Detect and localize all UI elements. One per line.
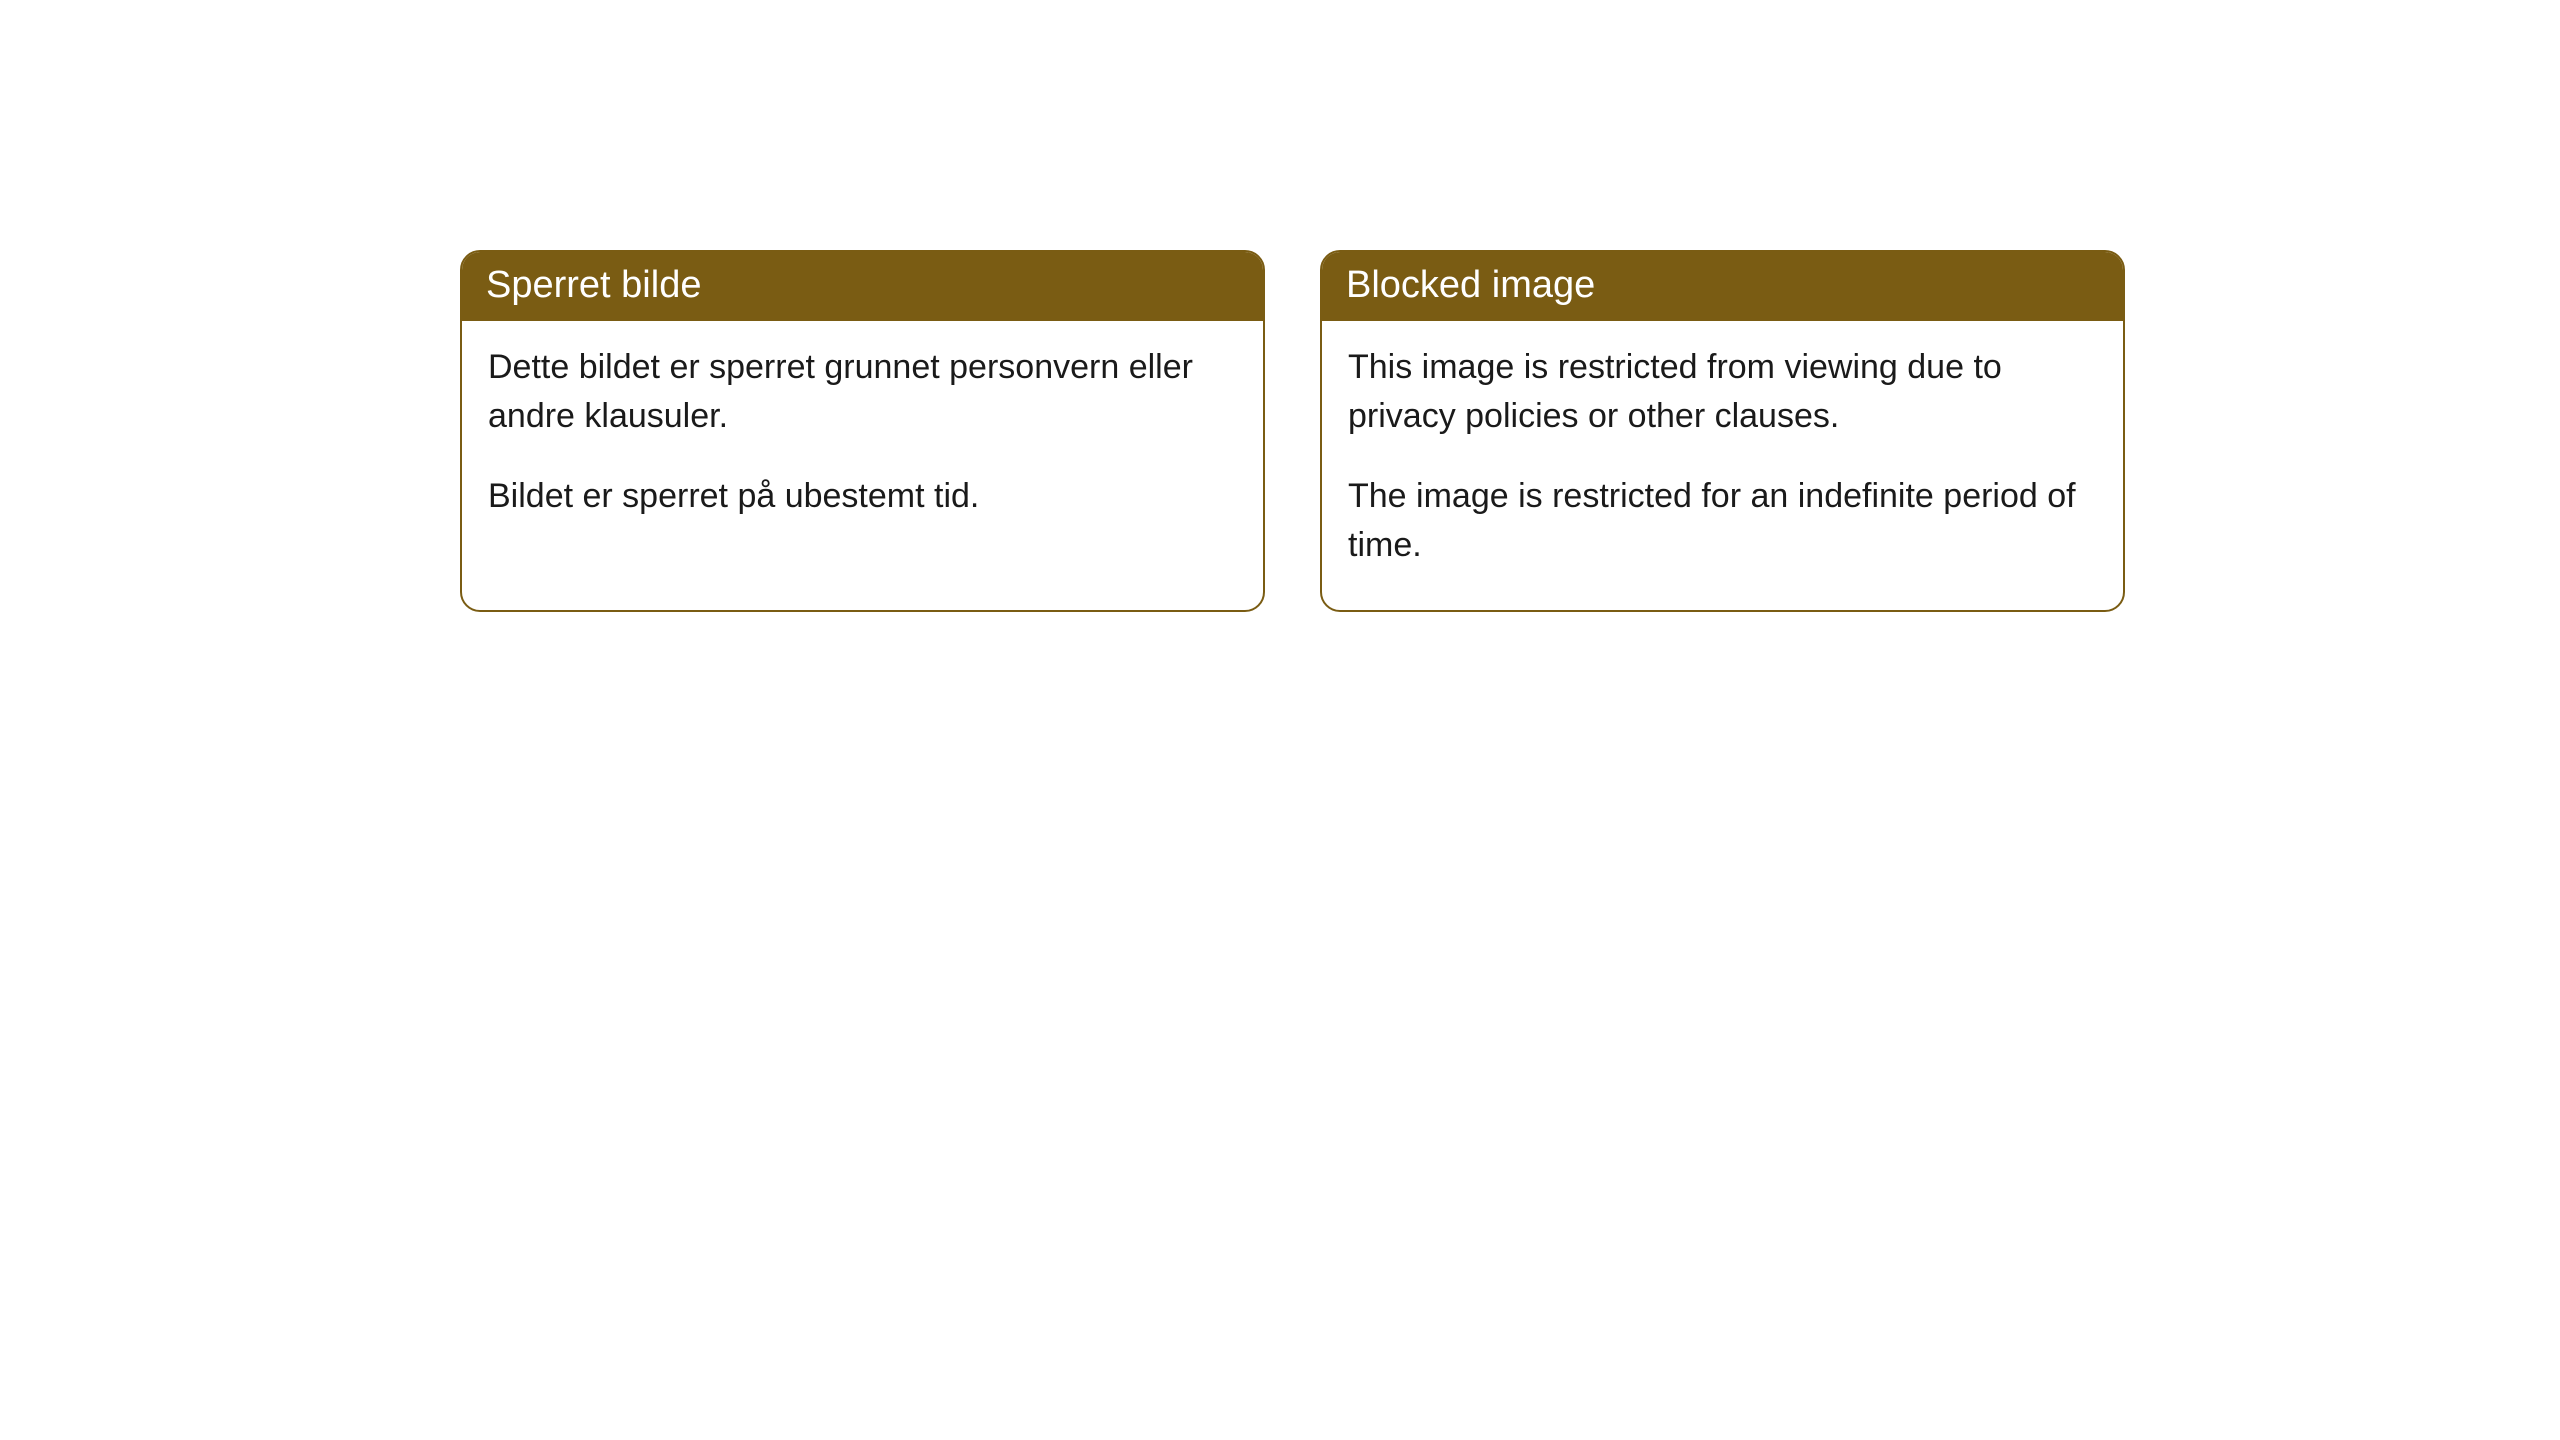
cards-container: Sperret bilde Dette bildet er sperret gr… — [460, 250, 2125, 612]
card-header: Blocked image — [1322, 252, 2123, 321]
card-body: This image is restricted from viewing du… — [1322, 321, 2123, 610]
card-paragraph: The image is restricted for an indefinit… — [1348, 472, 2097, 571]
card-paragraph: This image is restricted from viewing du… — [1348, 343, 2097, 442]
card-paragraph: Bildet er sperret på ubestemt tid. — [488, 472, 1237, 521]
card-body: Dette bildet er sperret grunnet personve… — [462, 321, 1263, 561]
blocked-image-card-english: Blocked image This image is restricted f… — [1320, 250, 2125, 612]
blocked-image-card-norwegian: Sperret bilde Dette bildet er sperret gr… — [460, 250, 1265, 612]
card-paragraph: Dette bildet er sperret grunnet personve… — [488, 343, 1237, 442]
card-title: Sperret bilde — [486, 264, 701, 306]
card-header: Sperret bilde — [462, 252, 1263, 321]
card-title: Blocked image — [1346, 264, 1595, 306]
